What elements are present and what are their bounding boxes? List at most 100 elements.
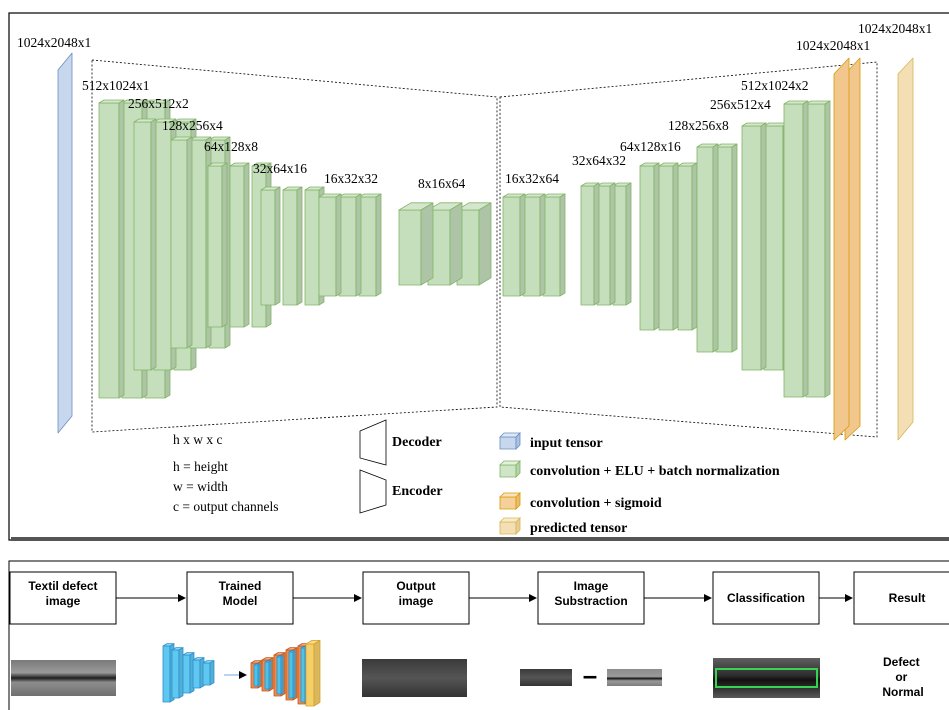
slab-side (375, 193, 382, 297)
slab-front (98, 102, 120, 399)
slab-side (118, 99, 125, 399)
conv-layer (677, 162, 698, 331)
legend-item: input tensor (499, 432, 603, 451)
slab-side (209, 660, 215, 686)
architecture-panel: 1024x2048x1 512x1024x1 256x512x2 128x256… (8, 12, 949, 541)
predicted-tensor-swatch (499, 517, 521, 535)
bottleneck-layer (456, 202, 492, 286)
slab-front (580, 185, 595, 306)
encoder-outline (91, 59, 498, 433)
slab-side (593, 182, 600, 306)
legend-item: convolution + sigmoid (499, 492, 662, 511)
predicted-face (897, 57, 914, 441)
pipeline-step-output-image: Output image (362, 571, 470, 625)
input-tensor-swatch (499, 432, 521, 450)
encoder-dimension-label: 512x1024x1 (82, 78, 150, 93)
slab-front (170, 139, 188, 349)
conv-layer (542, 193, 566, 297)
slab-front (805, 103, 826, 398)
conv-layer (260, 186, 281, 306)
pipeline-step-trained-model: Trained Model (186, 571, 294, 625)
decoder-dimension-label: 256x512x4 (710, 97, 771, 112)
slab-side (672, 162, 679, 331)
slab-front (276, 656, 282, 695)
result-text: Defect or Normal (882, 655, 923, 699)
slab-side (150, 118, 157, 371)
slab-side (519, 193, 526, 297)
slab-side (539, 193, 546, 297)
slab-front (696, 146, 714, 353)
slab-front (300, 647, 306, 703)
pipeline-step-image-subtraction: Image Substraction (537, 571, 645, 625)
conv-layer (133, 118, 157, 371)
legend-item: convolution + ELU + batch normalization (499, 460, 780, 479)
slab-side (559, 193, 566, 297)
sigmoid-dimension-label: 1024x2048x1 (796, 38, 870, 53)
conv-layer (612, 182, 632, 306)
decoder-dimension-label: 32x64x32 (572, 153, 626, 168)
slab-side (335, 193, 342, 297)
slab-side (243, 162, 250, 328)
slab-side (178, 647, 184, 699)
slab-front (207, 165, 223, 328)
slab-front (260, 189, 276, 306)
encoder-dimension-label: 256x512x2 (128, 96, 189, 111)
sigmoid-face (833, 57, 850, 441)
slab-front (305, 643, 315, 707)
predicted-tensor-layer (897, 57, 914, 441)
pipeline-panel: Textil defect image Trained Model Output im… (8, 560, 949, 710)
notation-line: h = height (173, 459, 228, 474)
slab-front (763, 125, 784, 371)
slab-side (313, 640, 321, 707)
slab-front (677, 165, 693, 331)
slab-front (783, 103, 804, 398)
slab-front (264, 661, 270, 690)
input-tensor-layer (57, 52, 73, 434)
conv-layer (502, 193, 526, 297)
mini-layer (182, 652, 195, 694)
conv-layer (318, 193, 342, 297)
slab-front (229, 165, 245, 328)
conv-layer (358, 193, 382, 297)
slab-side (449, 202, 463, 286)
classification-thumbnail (713, 658, 820, 698)
slab-front (658, 165, 674, 331)
slab-front (192, 659, 201, 689)
output-image-small (520, 669, 572, 686)
slab-side (292, 650, 296, 699)
slab-front (318, 196, 337, 297)
slab-side (625, 182, 632, 306)
mini-layer (264, 660, 272, 690)
decoder-legend-label: Decoder (392, 435, 442, 450)
slab-front (502, 196, 521, 297)
slab-front (253, 664, 259, 687)
conv-layer (741, 122, 767, 371)
mini-layer (192, 657, 205, 689)
step-label: Textil defect image (28, 579, 97, 608)
step-label: Classification (727, 591, 805, 605)
legend-label: convolution + sigmoid (530, 496, 662, 511)
decoder-dimension-label: 128x256x8 (668, 118, 729, 133)
encoder-dimension-label: 16x32x32 (324, 171, 378, 186)
pipeline-step-result: Result (853, 571, 949, 625)
conv-layer (207, 162, 228, 328)
encoder-dimension-label: 32x64x16 (253, 161, 307, 176)
encoder-legend-label: Encoder (392, 484, 443, 499)
frame-shadow (11, 537, 949, 541)
slab-side (420, 202, 434, 286)
slab-front (358, 196, 377, 297)
conv-layer (715, 143, 738, 353)
slab-side (691, 162, 698, 331)
legend-label: input tensor (530, 436, 603, 451)
decoder-dimension-label: 64x128x16 (620, 139, 681, 154)
legend-label: predicted tensor (530, 521, 627, 536)
slab-front (133, 121, 152, 371)
subtraction-thumbnail: – (520, 660, 662, 690)
trained-model-thumbnail (162, 640, 321, 707)
legend-item: predicted tensor (499, 517, 627, 536)
step-label: Output image (396, 579, 435, 608)
classified-image (713, 658, 820, 698)
mini-layer (305, 640, 321, 707)
conv-layer (658, 162, 679, 331)
